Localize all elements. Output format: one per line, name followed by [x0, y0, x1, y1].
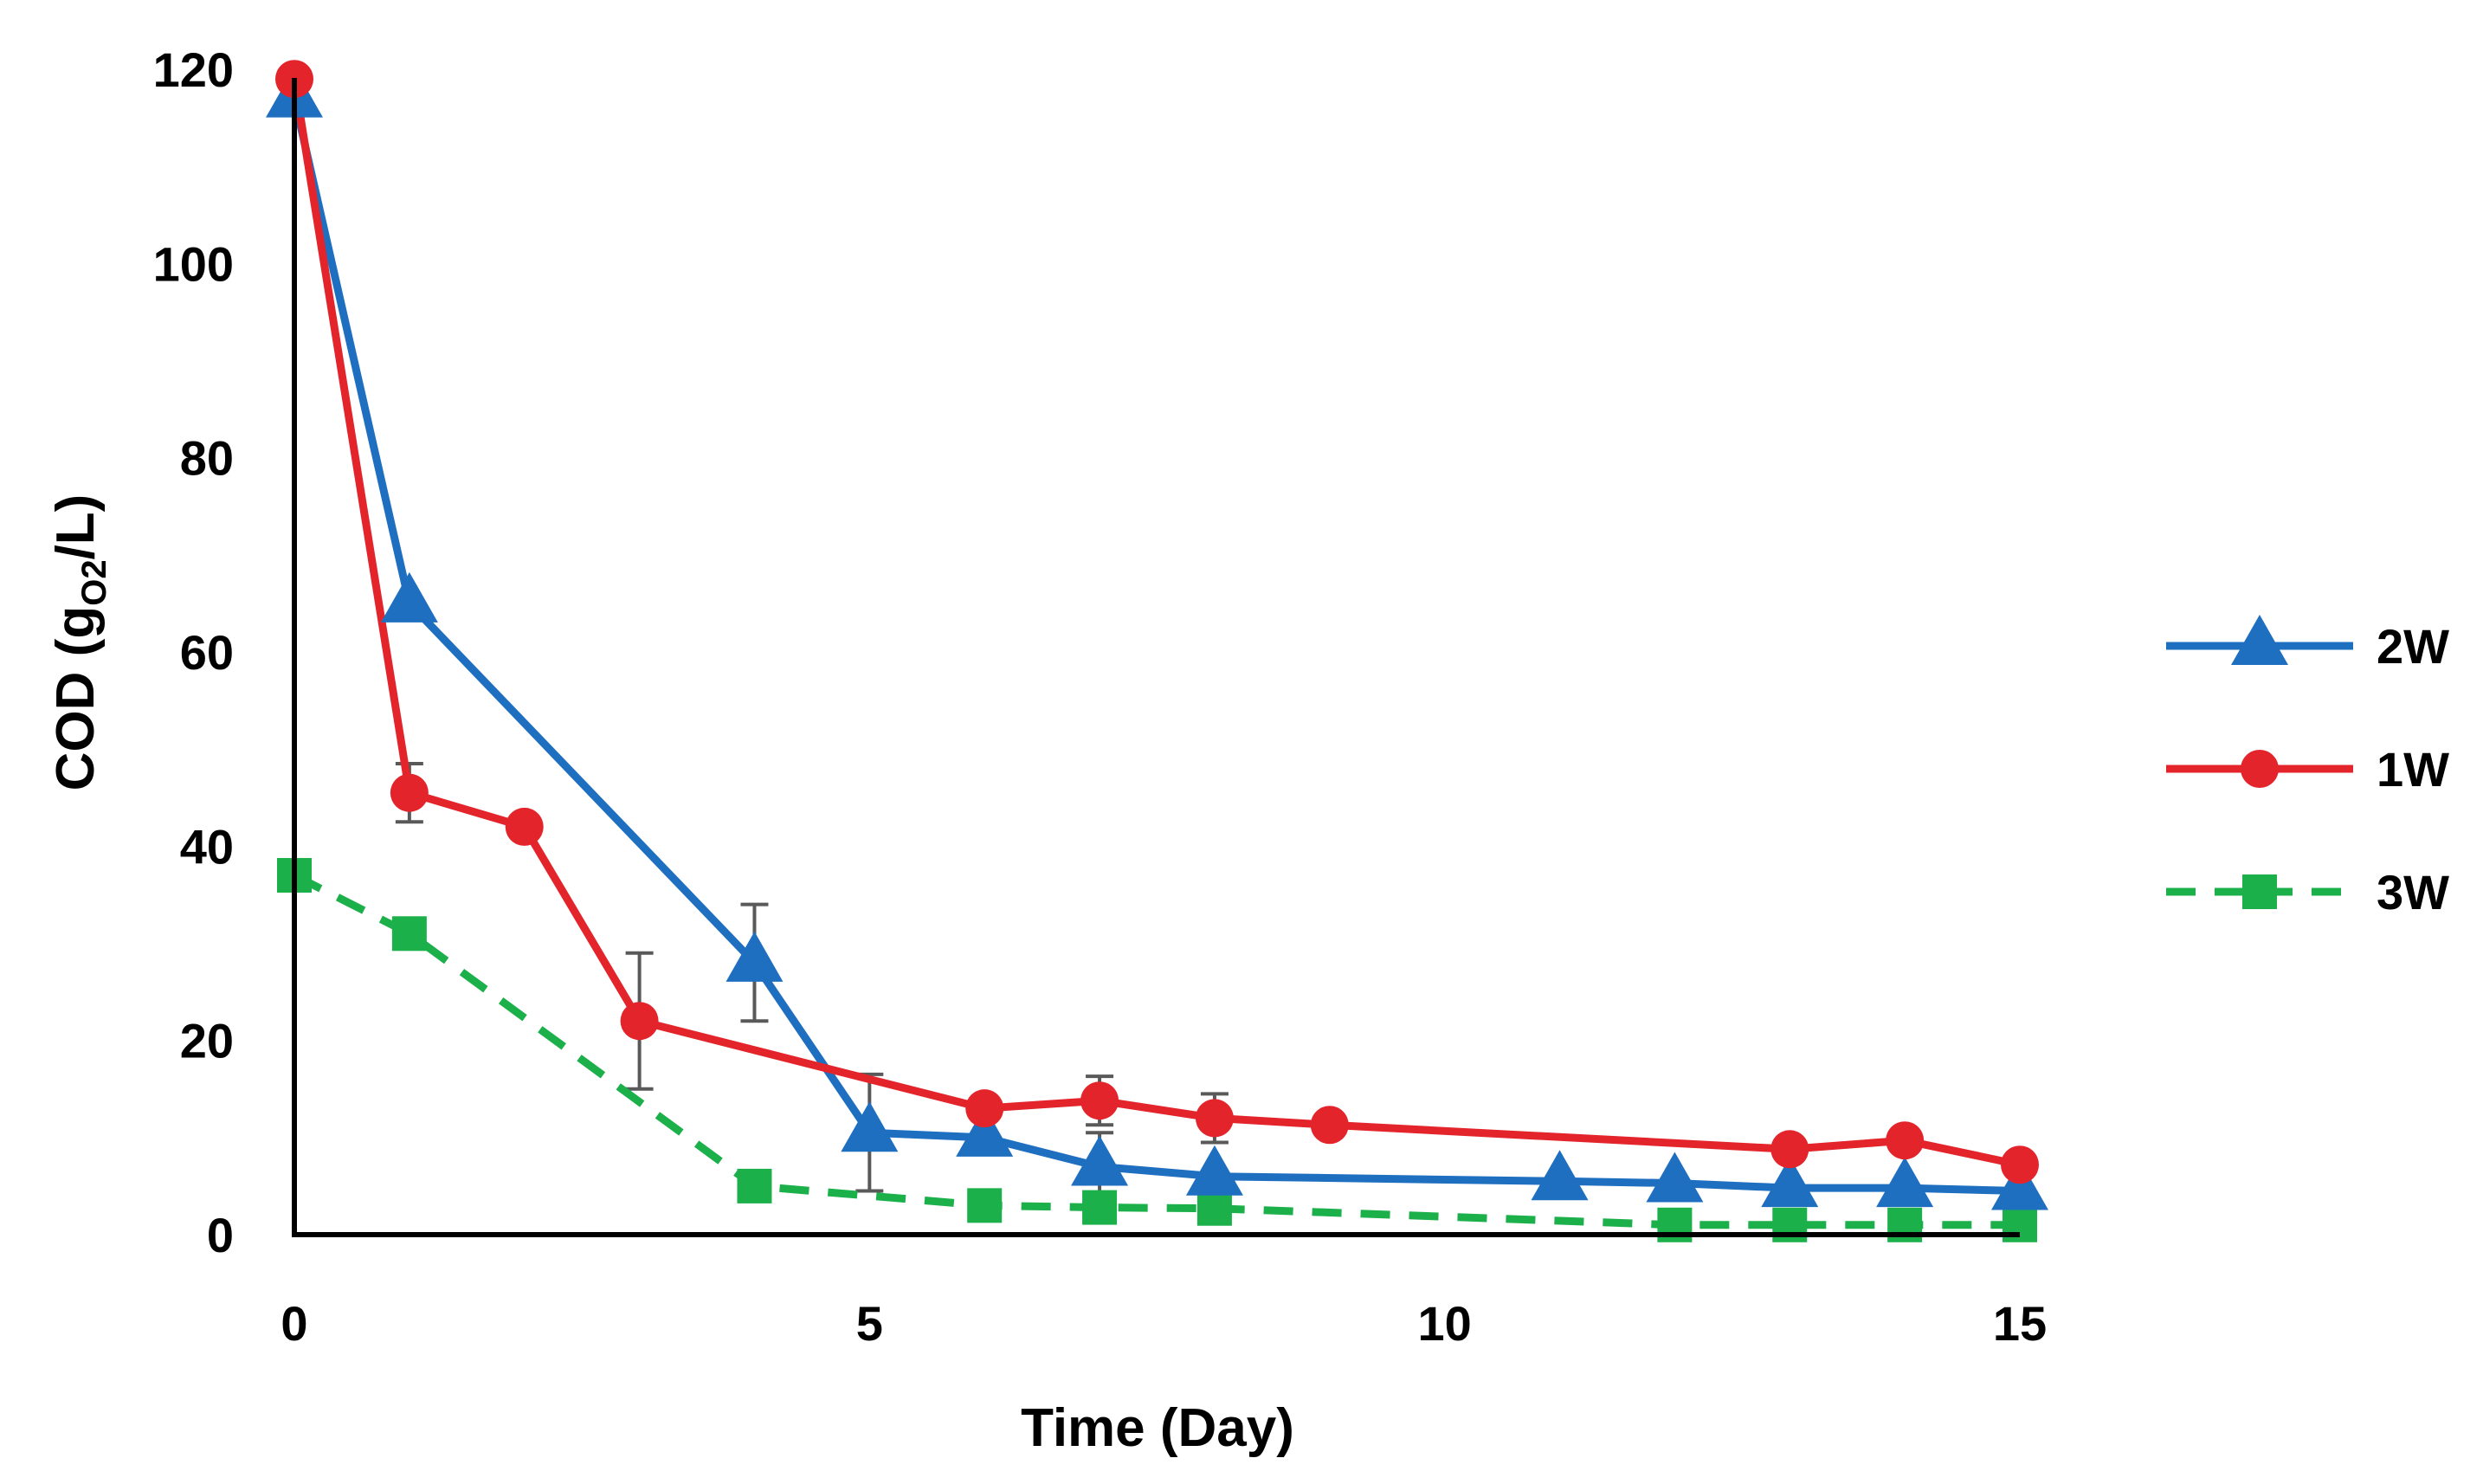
legend: 2W 1W 3W: [2166, 615, 2449, 919]
marker-3w-2: [737, 1168, 772, 1203]
marker-2w-4: [956, 1106, 1014, 1157]
marker-3w-4: [1082, 1190, 1118, 1225]
marker-3w-1: [391, 916, 427, 952]
series-lines: [290, 78, 2021, 1229]
marker-2w-7: [1531, 1150, 1589, 1201]
x-tick-label-5: 5: [856, 1296, 883, 1351]
marker-2w-3: [841, 1101, 899, 1152]
y-tick-label-80: 80: [180, 431, 234, 486]
y-tick-labels: 0 20 40 60 80 100 120: [153, 42, 234, 1262]
legend-label-3w: 3W: [2377, 865, 2449, 919]
marker-1w-8: [1770, 1130, 1809, 1169]
marker-2w-9: [1761, 1157, 1819, 1208]
marker-2w-10: [1876, 1157, 1934, 1208]
marker-2w-1: [380, 571, 438, 623]
marker-3w-3: [967, 1188, 1003, 1223]
marker-2w-6: [1185, 1145, 1243, 1196]
legend-marker-1w: [2241, 750, 2279, 788]
y-tick-label-60: 60: [180, 625, 234, 680]
marker-1w-9: [1886, 1121, 1925, 1160]
y-axis-title-prefix: COD (g: [46, 606, 106, 791]
marker-1w-2: [505, 807, 544, 846]
series-line-3w: [292, 871, 2020, 1229]
marker-2w-5: [1071, 1135, 1129, 1186]
marker-2w-11: [1991, 1159, 2048, 1210]
x-tick-label-0: 0: [281, 1296, 307, 1351]
y-tick-label-100: 100: [153, 236, 234, 291]
legend-label-1w: 1W: [2377, 742, 2449, 797]
legend-item-1w: 1W: [2166, 742, 2449, 797]
series-line-1w: [290, 78, 2021, 1169]
legend-marker-3w: [2242, 874, 2277, 909]
x-tick-label-10: 10: [1418, 1296, 1472, 1351]
axes: [292, 78, 2020, 1237]
y-axis-title-suffix: /L): [46, 494, 106, 560]
marker-1w-5: [1080, 1081, 1119, 1120]
y-tick-label-20: 20: [180, 1014, 234, 1068]
y-axis-title: COD (gO2/L): [46, 494, 113, 791]
legend-item-2w: 2W: [2166, 615, 2449, 674]
marker-2w-8: [1646, 1152, 1704, 1203]
marker-1w-4: [965, 1089, 1004, 1128]
series-markers: [266, 60, 2048, 1242]
marker-1w-1: [390, 773, 429, 812]
x-axis-title: Time (Day): [1021, 1398, 1294, 1458]
y-tick-label-40: 40: [180, 819, 234, 874]
y-axis-title-subscript: O2: [75, 559, 113, 605]
marker-1w-7: [1310, 1106, 1349, 1145]
marker-2w-2: [726, 931, 784, 982]
marker-3w-5: [1196, 1190, 1232, 1226]
y-tick-label-120: 120: [153, 42, 234, 97]
y-tick-label-0: 0: [207, 1208, 234, 1262]
plot-area: [266, 60, 2048, 1242]
marker-1w-6: [1195, 1099, 1234, 1138]
x-tick-label-15: 15: [1993, 1296, 2047, 1351]
legend-item-3w: 3W: [2166, 865, 2449, 919]
legend-label-2w: 2W: [2377, 619, 2449, 674]
series-line-2w: [290, 97, 2021, 1196]
marker-1w-10: [2001, 1145, 2039, 1184]
marker-1w-3: [620, 1002, 659, 1041]
x-tick-labels: 0 5 10 15: [281, 1296, 2047, 1351]
legend-marker-2w: [2231, 615, 2288, 665]
